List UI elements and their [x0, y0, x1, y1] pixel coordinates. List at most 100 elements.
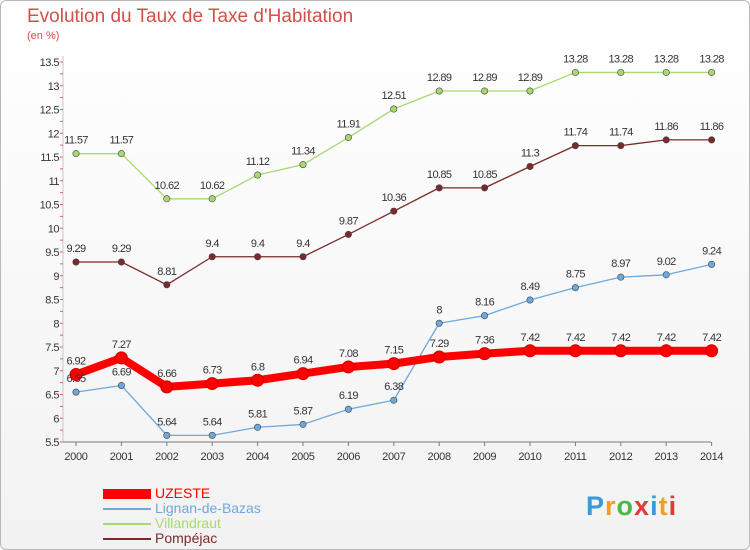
- logo-letter: t: [658, 491, 669, 521]
- legend-swatch: [103, 507, 151, 510]
- logo-letter: P: [586, 491, 606, 521]
- series-point: [617, 68, 625, 76]
- x-tick-label: 2010: [518, 451, 541, 463]
- x-tick-label: 2007: [382, 451, 405, 463]
- data-label: 7.15: [384, 345, 403, 357]
- proxiti-logo: Proxiti: [586, 491, 677, 522]
- data-label: 6.92: [66, 356, 85, 368]
- data-label: 6.73: [203, 365, 222, 377]
- x-tick-label: 2005: [291, 451, 314, 463]
- series-point: [571, 68, 579, 76]
- x-tick-label: 2014: [700, 451, 723, 463]
- data-label: 9.29: [66, 243, 85, 255]
- y-tick-label: 7.5: [45, 342, 59, 354]
- series-point: [163, 281, 171, 289]
- y-tick-label: 11.5: [40, 152, 59, 164]
- series-point: [72, 150, 80, 158]
- data-label: 6.8: [251, 361, 265, 373]
- series-point: [117, 381, 125, 389]
- data-label: 12.89: [472, 72, 497, 84]
- data-label: 11.12: [246, 156, 270, 168]
- y-tick-label: 6: [53, 413, 59, 425]
- series-point: [390, 207, 398, 215]
- legend-item: UZESTE: [103, 485, 343, 501]
- series-point: [432, 350, 446, 364]
- logo-letter: r: [605, 491, 617, 521]
- x-tick-label: 2002: [155, 451, 178, 463]
- x-tick-label: 2011: [564, 451, 587, 463]
- data-label: 9.4: [205, 238, 219, 250]
- series-point: [526, 87, 534, 95]
- y-tick-label: 10.5: [40, 200, 60, 212]
- x-tick-label: 2001: [110, 451, 133, 463]
- y-tick-label: 6.5: [45, 390, 59, 402]
- series-point: [160, 380, 174, 394]
- logo-letter: o: [616, 491, 635, 521]
- data-label: 11.74: [609, 127, 633, 139]
- chart-title: Evolution du Taux de Taxe d'Habitation: [27, 6, 354, 27]
- series-point: [344, 405, 352, 413]
- series-point: [390, 396, 398, 404]
- series-point: [117, 150, 125, 158]
- data-label: 7.42: [566, 332, 585, 344]
- data-label: 11.3: [521, 148, 540, 160]
- data-label: 13.28: [609, 53, 634, 65]
- data-label: 8.97: [611, 258, 630, 270]
- series-point: [662, 136, 670, 144]
- legend-item: Pompéjac: [103, 530, 343, 546]
- y-tick-label: 12: [48, 128, 60, 140]
- legend-swatch: [103, 522, 151, 525]
- data-label: 7.42: [520, 332, 539, 344]
- data-label: 8.16: [475, 297, 494, 309]
- data-label: 5.64: [157, 416, 176, 428]
- x-tick-label: 2012: [609, 451, 632, 463]
- data-label: 13.28: [563, 53, 588, 65]
- series-point: [435, 87, 443, 95]
- series-point: [299, 253, 307, 261]
- data-label: 8.49: [520, 281, 539, 293]
- series-point: [344, 134, 352, 142]
- series-point: [117, 258, 125, 266]
- series-point: [435, 184, 443, 192]
- series-point: [390, 105, 398, 113]
- y-tick-label: 5.5: [45, 437, 59, 449]
- y-tick-label: 9.5: [45, 247, 59, 259]
- series-point: [208, 195, 216, 203]
- data-label: 11.34: [291, 146, 315, 158]
- series-point: [251, 373, 265, 387]
- series-point: [708, 260, 716, 268]
- series-point: [299, 161, 307, 169]
- series-point: [114, 351, 128, 365]
- series-point: [526, 296, 534, 304]
- data-label: 7.29: [430, 338, 449, 350]
- series-point: [387, 357, 401, 371]
- data-label: 13.28: [699, 53, 724, 65]
- legend-label: UZESTE: [155, 485, 211, 501]
- x-tick-label: 2013: [655, 451, 678, 463]
- data-label: 7.42: [702, 332, 721, 344]
- data-label: 12.51: [382, 90, 407, 102]
- data-label: 10.85: [427, 169, 452, 181]
- data-label: 6.55: [66, 373, 85, 385]
- series-point: [205, 377, 219, 391]
- series-point: [662, 271, 670, 279]
- series-point: [568, 344, 582, 358]
- data-label: 10.36: [382, 192, 407, 204]
- series-point: [72, 388, 80, 396]
- legend-label: Villandraut: [155, 515, 221, 531]
- y-tick-label: 11: [49, 176, 60, 188]
- data-label: 7.08: [339, 348, 358, 360]
- series-point: [708, 136, 716, 144]
- data-label: 11.91: [337, 119, 361, 131]
- series-point: [659, 344, 673, 358]
- data-label: 7.42: [611, 332, 630, 344]
- series-point: [296, 367, 310, 381]
- series-point: [571, 284, 579, 292]
- y-tick-label: 7: [53, 366, 59, 378]
- data-label: 11.57: [110, 135, 134, 147]
- series-point: [705, 344, 719, 358]
- data-label: 11.86: [700, 121, 724, 133]
- x-tick-label: 2006: [337, 451, 360, 463]
- series-point: [478, 347, 492, 361]
